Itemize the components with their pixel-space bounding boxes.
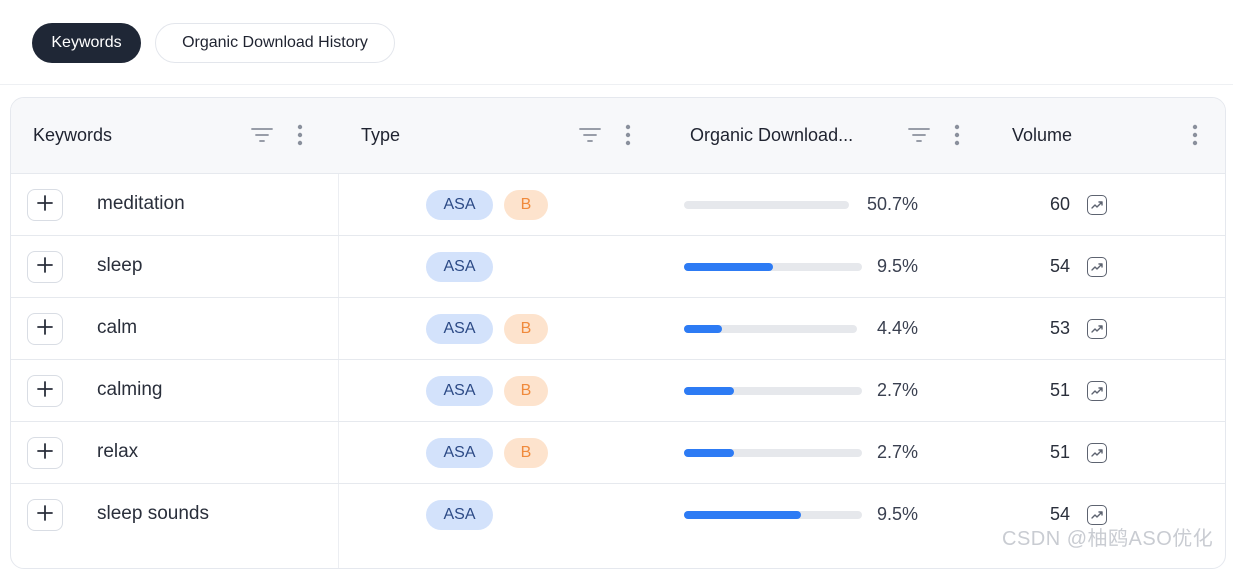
table-row: relax ASA B 2.7% 51 bbox=[11, 421, 1225, 484]
organic-download-bar bbox=[684, 449, 862, 457]
add-keyword-button[interactable] bbox=[27, 313, 63, 345]
volume-value: 53 bbox=[1049, 318, 1070, 338]
volume-value: 54 bbox=[1049, 256, 1070, 276]
table-row: calm ASA B 4.4% 53 bbox=[11, 297, 1225, 360]
plus-icon bbox=[37, 442, 53, 464]
plus-icon bbox=[37, 318, 53, 340]
type-badge-asa: ASA bbox=[426, 314, 493, 344]
keyword-text: calming bbox=[97, 379, 163, 400]
filter-icon[interactable] bbox=[577, 122, 603, 148]
keyword-text: sleep bbox=[97, 255, 143, 276]
organic-download-bar bbox=[684, 263, 862, 271]
organic-download-bar bbox=[684, 325, 857, 333]
type-badge-asa: ASA bbox=[426, 438, 493, 468]
tab-bar: Keywords Organic Download History bbox=[32, 23, 395, 63]
organic-download-percent: 9.5% bbox=[876, 504, 918, 524]
type-badge-b: B bbox=[504, 376, 548, 406]
filter-icon[interactable] bbox=[906, 122, 932, 148]
organic-download-bar bbox=[684, 387, 862, 395]
column-header-type: Type bbox=[339, 98, 668, 173]
trend-chart-icon[interactable] bbox=[1087, 257, 1107, 277]
column-header-keywords: Keywords bbox=[11, 98, 339, 173]
organic-download-bar-fill bbox=[684, 387, 734, 395]
table-row: sleep ASA 9.5% 54 bbox=[11, 235, 1225, 298]
table-header: Keywords Type Organic Download... bbox=[11, 98, 1225, 173]
volume-value: 51 bbox=[1049, 442, 1070, 462]
organic-download-bar bbox=[684, 201, 849, 209]
organic-download-bar bbox=[684, 511, 862, 519]
keyword-text: calm bbox=[97, 317, 138, 338]
organic-download-bar-fill bbox=[684, 449, 734, 457]
organic-download-percent: 9.5% bbox=[876, 256, 918, 276]
column-header-label: Volume bbox=[1012, 125, 1073, 145]
tab-keywords[interactable]: Keywords bbox=[32, 23, 141, 63]
type-badge-asa: ASA bbox=[426, 376, 493, 406]
organic-download-percent: 2.7% bbox=[876, 442, 918, 462]
more-vert-icon[interactable] bbox=[1182, 122, 1208, 148]
type-badge-asa: ASA bbox=[426, 500, 493, 530]
type-badge-asa: ASA bbox=[426, 190, 493, 220]
header-divider bbox=[0, 84, 1233, 85]
column-header-organic-download: Organic Download... bbox=[668, 98, 990, 173]
organic-download-bar-fill bbox=[684, 511, 801, 519]
column-header-label: Keywords bbox=[33, 125, 113, 145]
trend-chart-icon[interactable] bbox=[1087, 195, 1107, 215]
column-divider bbox=[338, 173, 339, 568]
keyword-text: sleep sounds bbox=[97, 503, 209, 524]
type-badge-b: B bbox=[504, 314, 548, 344]
organic-download-percent: 50.7% bbox=[866, 194, 918, 214]
keywords-table: Keywords Type Organic Download... bbox=[10, 97, 1226, 569]
volume-value: 60 bbox=[1049, 194, 1070, 214]
table-row: meditation ASA B 50.7% 60 bbox=[11, 173, 1225, 236]
plus-icon bbox=[37, 194, 53, 216]
trend-chart-icon[interactable] bbox=[1087, 443, 1107, 463]
organic-download-bar-fill bbox=[684, 263, 773, 271]
more-vert-icon[interactable] bbox=[615, 122, 641, 148]
organic-download-percent: 4.4% bbox=[876, 318, 918, 338]
trend-chart-icon[interactable] bbox=[1087, 505, 1107, 525]
volume-value: 54 bbox=[1049, 504, 1070, 524]
plus-icon bbox=[37, 504, 53, 526]
add-keyword-button[interactable] bbox=[27, 437, 63, 469]
trend-chart-icon[interactable] bbox=[1087, 381, 1107, 401]
trend-chart-icon[interactable] bbox=[1087, 319, 1107, 339]
more-vert-icon[interactable] bbox=[287, 122, 313, 148]
plus-icon bbox=[37, 380, 53, 402]
volume-value: 51 bbox=[1049, 380, 1070, 400]
column-header-label: Organic Download... bbox=[690, 125, 854, 145]
organic-download-percent: 2.7% bbox=[876, 380, 918, 400]
keyword-text: relax bbox=[97, 441, 139, 462]
column-header-label: Type bbox=[361, 125, 401, 145]
add-keyword-button[interactable] bbox=[27, 375, 63, 407]
add-keyword-button[interactable] bbox=[27, 189, 63, 221]
add-keyword-button[interactable] bbox=[27, 499, 63, 531]
type-badge-asa: ASA bbox=[426, 252, 493, 282]
filter-icon[interactable] bbox=[249, 122, 275, 148]
tab-organic-download-history[interactable]: Organic Download History bbox=[155, 23, 395, 63]
type-badge-b: B bbox=[504, 438, 548, 468]
watermark: CSDN @柚鸥ASO优化 bbox=[1002, 528, 1214, 550]
plus-icon bbox=[37, 256, 53, 278]
table-row: calming ASA B 2.7% 51 bbox=[11, 359, 1225, 422]
add-keyword-button[interactable] bbox=[27, 251, 63, 283]
column-header-volume: Volume bbox=[990, 98, 1225, 173]
keyword-text: meditation bbox=[97, 193, 185, 214]
type-badge-b: B bbox=[504, 190, 548, 220]
table-row: sleep sounds ASA 9.5% 54 bbox=[11, 483, 1225, 546]
organic-download-bar-fill bbox=[684, 325, 722, 333]
more-vert-icon[interactable] bbox=[944, 122, 970, 148]
